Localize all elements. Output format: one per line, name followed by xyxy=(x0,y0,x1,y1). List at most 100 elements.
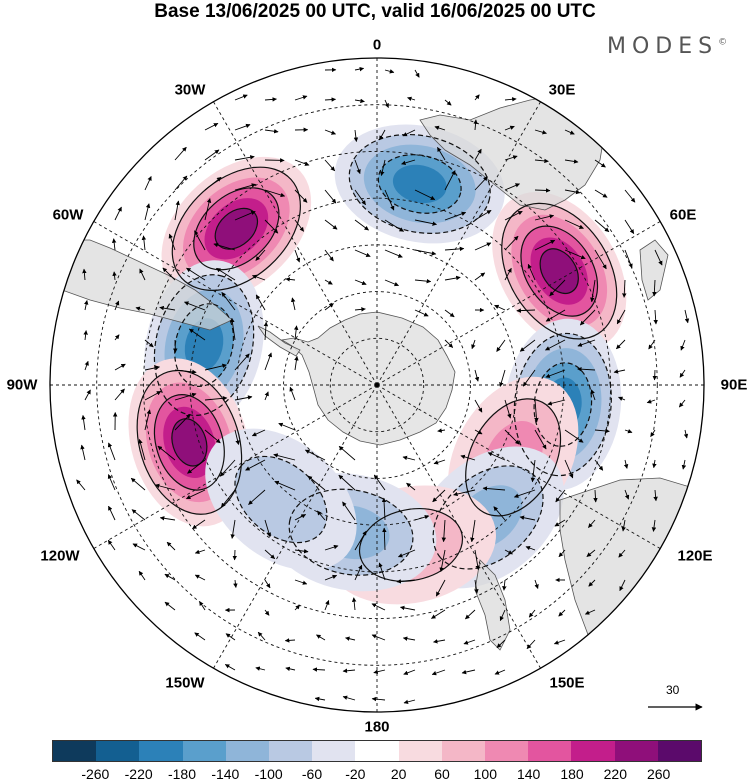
lon-label-150w: 150W xyxy=(165,674,205,692)
wind-vector xyxy=(144,365,160,371)
wind-vector xyxy=(139,268,146,281)
wind-vector xyxy=(401,159,416,166)
wind-vector xyxy=(294,579,308,585)
wind-vector xyxy=(577,339,596,347)
wind-vector xyxy=(141,235,147,251)
wind-vector xyxy=(345,636,356,641)
wind-vector xyxy=(474,148,482,161)
wind-vector xyxy=(251,429,266,437)
colorbar-swatch xyxy=(441,741,486,761)
wind-vector xyxy=(684,309,690,324)
lon-label-120e: 120E xyxy=(677,547,713,565)
wind-vector xyxy=(289,386,296,401)
wind-vector xyxy=(433,639,446,644)
wind-vector xyxy=(654,249,663,266)
wind-vector xyxy=(594,189,608,198)
colorbar-tick-label: -60 xyxy=(301,766,323,782)
wind-vector xyxy=(527,263,536,281)
wind-vector xyxy=(494,669,506,675)
wind-vector xyxy=(230,519,236,539)
wind-vector xyxy=(373,474,386,491)
madagascar-shape xyxy=(639,239,669,301)
wind-vector xyxy=(414,309,429,317)
wind-vector xyxy=(474,399,483,413)
wind-vector xyxy=(504,549,513,555)
wind-vector xyxy=(403,669,416,675)
wind-vector xyxy=(294,95,308,101)
meridian-line xyxy=(201,81,378,386)
wind-vector xyxy=(621,519,626,532)
wind-vector xyxy=(84,360,89,371)
colorbar-tick-label: -260 xyxy=(81,766,110,782)
wind-vector xyxy=(166,541,176,551)
wind-vector xyxy=(414,69,420,78)
wind-vector xyxy=(144,339,154,348)
wind-vector xyxy=(83,300,89,311)
wind-vector xyxy=(342,501,356,521)
wind-vector xyxy=(545,309,566,322)
wind-vector xyxy=(338,445,356,461)
wind-vector xyxy=(324,574,338,581)
wind-vector xyxy=(584,609,596,615)
wind-vector xyxy=(650,429,656,438)
wind-vector xyxy=(184,301,206,311)
colorbar-swatch xyxy=(312,741,356,761)
meridian-line xyxy=(376,81,553,386)
wind-vector xyxy=(678,399,686,408)
colorbar-swatch xyxy=(398,741,442,761)
colorbar-swatch xyxy=(225,741,270,761)
height-contour xyxy=(136,369,243,515)
wind-vector xyxy=(414,249,437,256)
lon-label-0: 0 xyxy=(372,36,382,54)
wind-vector xyxy=(534,579,539,589)
wind-vector xyxy=(406,482,416,491)
meridian-line xyxy=(376,384,553,689)
wind-vector xyxy=(553,639,566,645)
colorbar-tick-label: -220 xyxy=(124,766,153,782)
colorbar-swatch xyxy=(657,741,702,761)
colorbar-swatch xyxy=(139,741,183,761)
wind-vector xyxy=(285,666,296,672)
lon-label-90w: 90W xyxy=(6,376,38,394)
wind-vector xyxy=(534,188,551,193)
wind-vector xyxy=(162,267,176,281)
wind-vector xyxy=(204,396,228,401)
wind-vector xyxy=(194,574,206,581)
colorbar-tick-label: 220 xyxy=(603,766,628,782)
new-zealand-shape xyxy=(474,559,511,651)
wind-vector xyxy=(314,696,326,702)
wind-vector xyxy=(534,158,549,164)
wind-vector xyxy=(474,242,492,251)
wind-vector xyxy=(381,497,387,521)
wind-vector xyxy=(264,609,270,616)
wind-vector xyxy=(402,636,416,641)
wind-vector xyxy=(174,200,180,221)
wind-vector xyxy=(76,479,86,491)
wind-vector xyxy=(519,339,536,352)
wind-vector xyxy=(255,294,266,311)
wind-vector xyxy=(653,489,658,502)
wind-vector xyxy=(549,279,566,297)
wind-vector xyxy=(441,519,447,543)
wind-vector xyxy=(274,480,296,491)
wind-vector xyxy=(114,363,126,371)
wind-vector xyxy=(294,514,307,521)
wind-vector xyxy=(590,389,596,401)
wind-vector xyxy=(284,638,296,643)
lon-label-150e: 150E xyxy=(549,674,585,692)
meridian-line xyxy=(376,384,681,561)
colorbar-swatch xyxy=(528,741,572,761)
height-contour xyxy=(153,274,255,416)
wind-vector xyxy=(342,695,356,701)
wind-vector xyxy=(646,399,656,404)
wind-vector xyxy=(338,474,356,491)
wind-vector xyxy=(351,597,357,611)
height-contour xyxy=(348,133,491,234)
wind-vector xyxy=(324,544,339,551)
wind-vector xyxy=(384,99,389,108)
wind-vector xyxy=(487,452,506,461)
antarctica-shape xyxy=(280,311,456,446)
wind-vector xyxy=(564,219,584,229)
wind-vector xyxy=(624,428,633,434)
wind-vector xyxy=(234,395,253,401)
